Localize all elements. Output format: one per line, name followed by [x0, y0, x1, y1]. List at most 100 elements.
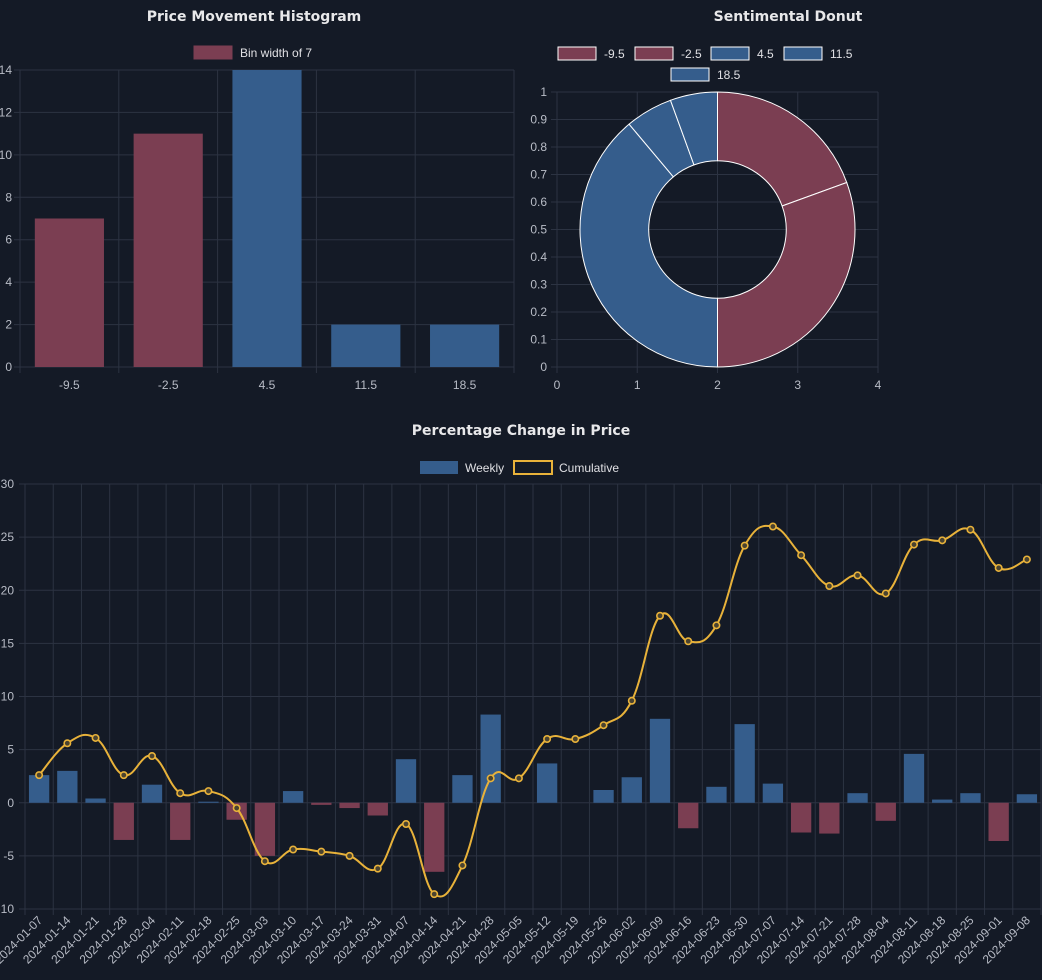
- histogram-chart: Price Movement Histogram Bin width of 7 …: [0, 9, 515, 392]
- combo-cumulative-point[interactable]: [599, 721, 608, 730]
- combo-cumulative-point[interactable]: [119, 771, 128, 780]
- combo-weekly-bar[interactable]: [85, 798, 106, 803]
- donut-legend-item[interactable]: 18.5: [670, 67, 741, 82]
- histogram-legend[interactable]: Bin width of 7: [193, 45, 312, 60]
- donut-ytick-label: 0.3: [530, 278, 547, 292]
- combo-cumulative-point[interactable]: [91, 733, 100, 742]
- combo-weekly-bar[interactable]: [903, 753, 925, 803]
- combo-cumulative-point[interactable]: [430, 890, 439, 899]
- combo-cumulative-point[interactable]: [966, 525, 975, 534]
- combo-weekly-bar[interactable]: [536, 763, 558, 803]
- donut-slice[interactable]: [579, 123, 718, 368]
- combo-cumulative-point[interactable]: [938, 536, 947, 545]
- combo-cumulative-point[interactable]: [684, 637, 693, 646]
- combo-weekly-bar[interactable]: [28, 775, 50, 803]
- combo-weekly-bar[interactable]: [452, 775, 473, 803]
- combo-weekly-bar[interactable]: [198, 801, 219, 803]
- combo-legend-item-cumulative[interactable]: Cumulative: [513, 460, 619, 475]
- combo-weekly-bar[interactable]: [113, 802, 134, 840]
- combo-cumulative-point[interactable]: [176, 789, 185, 798]
- histogram-bar[interactable]: [331, 324, 401, 367]
- combo-cumulative-point[interactable]: [486, 774, 495, 783]
- combo-cumulative-point[interactable]: [1022, 555, 1031, 564]
- combo-cumulative-point[interactable]: [63, 739, 72, 748]
- donut-slice[interactable]: [669, 91, 718, 166]
- combo-weekly-bar[interactable]: [649, 718, 671, 803]
- donut-legend-item[interactable]: -9.5: [557, 46, 625, 61]
- combo-weekly-bar[interactable]: [141, 784, 163, 803]
- combo-cumulative-point[interactable]: [740, 541, 749, 550]
- combo-weekly-bar[interactable]: [734, 724, 755, 803]
- combo-weekly-bar[interactable]: [424, 802, 445, 872]
- combo-cumulative-point[interactable]: [289, 845, 298, 854]
- combo-cumulative-point[interactable]: [627, 696, 636, 705]
- combo-weekly-bar[interactable]: [875, 802, 896, 821]
- histogram-bar[interactable]: [430, 324, 500, 367]
- combo-weekly-bar[interactable]: [932, 799, 953, 803]
- combo-weekly-bar[interactable]: [1016, 794, 1038, 803]
- combo-chart: Percentage Change in Price Weekly Cumulat…: [0, 423, 1042, 967]
- combo-weekly-bar[interactable]: [706, 786, 727, 803]
- combo-cumulative-point[interactable]: [232, 804, 241, 813]
- donut-title: Sentimental Donut: [714, 9, 863, 25]
- combo-weekly-bar[interactable]: [988, 802, 1009, 841]
- combo-cumulative-point[interactable]: [345, 851, 354, 860]
- histogram-x-axis: -9.5 -2.5 4.5 11.5 18.5: [59, 378, 477, 392]
- donut-legend-item[interactable]: -2.5: [634, 46, 702, 61]
- histogram-bar[interactable]: [34, 218, 104, 368]
- combo-cumulative-point[interactable]: [514, 774, 523, 783]
- histogram-bar[interactable]: [232, 70, 302, 367]
- combo-weekly-bar[interactable]: [254, 802, 276, 856]
- combo-weekly-bar[interactable]: [762, 783, 784, 803]
- combo-cumulative-point[interactable]: [768, 522, 777, 531]
- combo-weekly-bar[interactable]: [819, 802, 840, 834]
- combo-cumulative-point[interactable]: [994, 563, 1003, 572]
- donut-xtick-label: 0: [554, 378, 561, 392]
- combo-weekly-bar[interactable]: [311, 802, 332, 805]
- combo-cumulative-point[interactable]: [797, 551, 806, 560]
- combo-weekly-bar[interactable]: [282, 791, 304, 803]
- donut-slice[interactable]: [717, 181, 856, 368]
- combo-ytick-label: -10: [0, 902, 14, 916]
- combo-weekly-bar[interactable]: [678, 802, 699, 829]
- combo-weekly-bar[interactable]: [367, 802, 388, 816]
- combo-cumulative-point[interactable]: [317, 847, 326, 856]
- combo-cumulative-point[interactable]: [204, 787, 213, 796]
- combo-cumulative-point[interactable]: [458, 861, 467, 870]
- combo-bars: [28, 714, 1038, 872]
- combo-cumulative-point[interactable]: [853, 571, 862, 580]
- donut-ytick-label: 0: [540, 360, 547, 374]
- combo-weekly-bar[interactable]: [339, 802, 360, 809]
- combo-cumulative-point[interactable]: [655, 611, 664, 620]
- combo-weekly-bar[interactable]: [57, 770, 78, 803]
- combo-weekly-bar[interactable]: [480, 714, 501, 803]
- combo-cumulative-point[interactable]: [373, 864, 382, 873]
- donut-legend-item[interactable]: 11.5: [783, 46, 853, 61]
- combo-cumulative-point[interactable]: [825, 581, 834, 590]
- donut-legend-item[interactable]: 4.5: [710, 46, 774, 61]
- combo-cumulative-point[interactable]: [909, 540, 918, 549]
- combo-legend-swatch: [513, 460, 553, 475]
- combo-legend-item-weekly[interactable]: Weekly: [420, 461, 504, 475]
- combo-cumulative-point[interactable]: [881, 589, 890, 598]
- combo-cumulative-point[interactable]: [571, 734, 580, 743]
- combo-weekly-bar[interactable]: [621, 777, 642, 803]
- combo-cumulative-point[interactable]: [401, 819, 410, 828]
- combo-cumulative-point[interactable]: [543, 734, 552, 743]
- combo-weekly-bar[interactable]: [847, 793, 868, 803]
- donut-legend-swatch: [783, 46, 823, 61]
- histogram-ytick-label: 10: [0, 148, 12, 162]
- combo-cumulative-point[interactable]: [712, 621, 721, 630]
- combo-cumulative-point[interactable]: [260, 857, 269, 866]
- combo-weekly-bar[interactable]: [960, 793, 981, 803]
- combo-weekly-bar[interactable]: [170, 802, 191, 840]
- donut-slice[interactable]: [717, 91, 848, 207]
- combo-weekly-bar[interactable]: [790, 802, 812, 833]
- combo-weekly-bar[interactable]: [593, 790, 614, 803]
- histogram-bar[interactable]: [133, 133, 203, 367]
- combo-cumulative-point[interactable]: [148, 751, 157, 760]
- donut-ytick-label: 0.7: [530, 168, 547, 182]
- combo-cumulative-point[interactable]: [35, 771, 44, 780]
- combo-ytick-label: 20: [1, 583, 15, 597]
- combo-weekly-bar[interactable]: [395, 759, 417, 803]
